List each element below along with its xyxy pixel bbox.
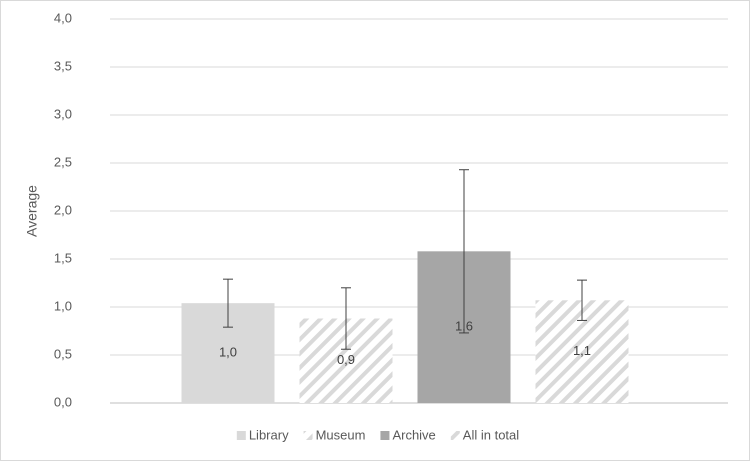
data-label: 1,1 — [573, 343, 591, 358]
legend-label: Archive — [392, 427, 435, 442]
data-label: 1,6 — [455, 319, 473, 334]
legend-swatch — [303, 431, 313, 440]
error-bar — [459, 169, 469, 334]
data-label: 1,0 — [219, 345, 237, 360]
data-label: 0,9 — [337, 352, 355, 367]
legend-swatch — [236, 431, 246, 440]
y-axis-label: Average — [24, 185, 40, 237]
legend-label: Museum — [316, 427, 366, 442]
legend-label: Library — [249, 427, 289, 442]
y-tick-label: 3,0 — [54, 106, 72, 121]
y-tick-label: 0,0 — [54, 394, 72, 409]
error-bar — [577, 279, 587, 321]
y-tick-label: 1,5 — [54, 250, 72, 265]
y-tick-label: 0,5 — [54, 346, 72, 361]
legend: Library Museum Archive All in total — [236, 427, 519, 442]
legend-swatch — [450, 431, 460, 440]
legend-swatch — [380, 431, 390, 440]
y-tick-label: 3,5 — [54, 58, 72, 73]
y-tick-label: 2,0 — [54, 202, 72, 217]
error-bar — [223, 278, 233, 328]
legend-label: All in total — [463, 427, 519, 442]
y-tick-label: 1,0 — [54, 298, 72, 313]
y-tick-label: 2,5 — [54, 154, 72, 169]
y-tick-label: 4,0 — [54, 10, 72, 25]
error-bar — [341, 287, 351, 350]
